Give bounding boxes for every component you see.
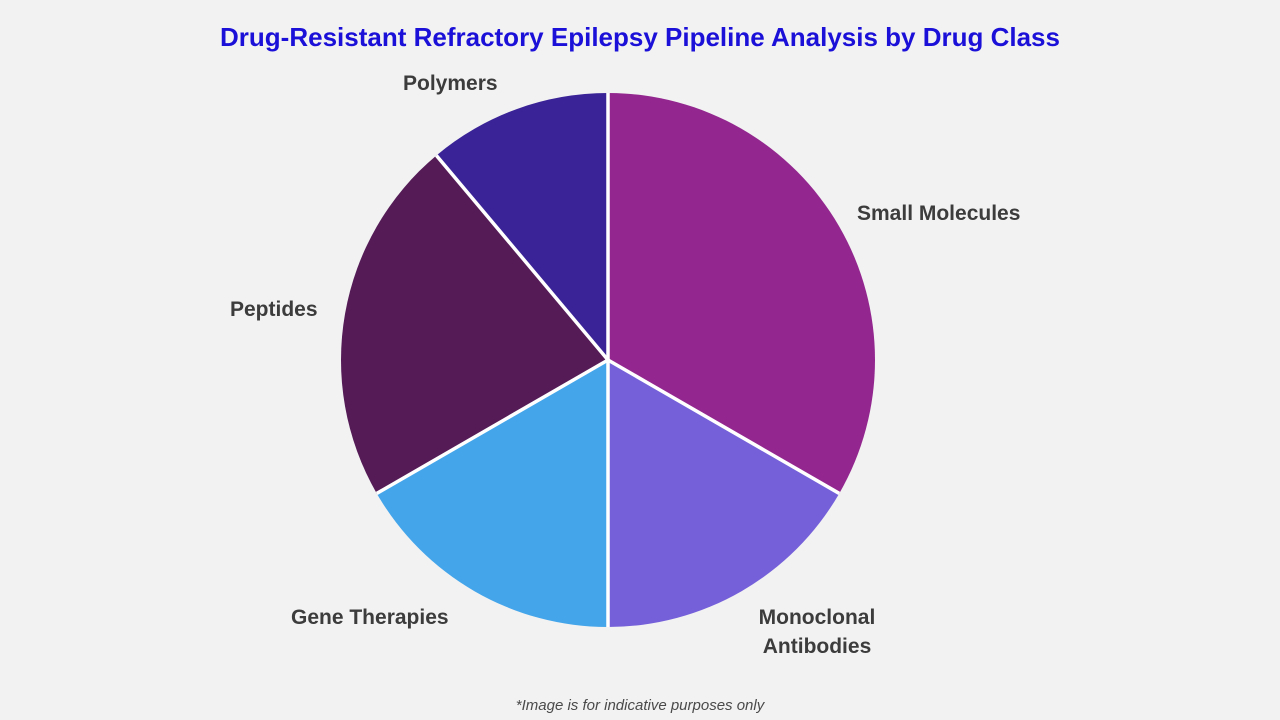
- pie-slices-group: [340, 93, 876, 627]
- pie-slice-peptides: [340, 155, 608, 494]
- pie-slice-separator: [375, 358, 609, 495]
- pie-label-peptides: Peptides: [230, 298, 318, 321]
- pie-label-gene-therapies: Gene Therapies: [291, 606, 449, 629]
- footnote: *Image is for indicative purposes only: [515, 697, 765, 714]
- pie-slice-separator: [607, 358, 841, 495]
- pie-slice-monoclonal-antibodies: [608, 360, 840, 627]
- pie-label-monoclonal-antibodies: Monoclonal Antibodies: [758, 606, 876, 658]
- chart-title: Drug-Resistant Refractory Epilepsy Pipel…: [220, 22, 1060, 52]
- pie-slice-separator: [435, 154, 610, 362]
- pie-slice-polymers: [436, 93, 608, 360]
- pie-slice-gene-therapies: [376, 360, 608, 627]
- pie-label-small-molecules: Small Molecules: [857, 202, 1021, 225]
- pie-separators-group: [375, 93, 841, 627]
- pie-slice-small-molecules: [608, 93, 876, 494]
- pie-label-polymers: Polymers: [403, 72, 498, 95]
